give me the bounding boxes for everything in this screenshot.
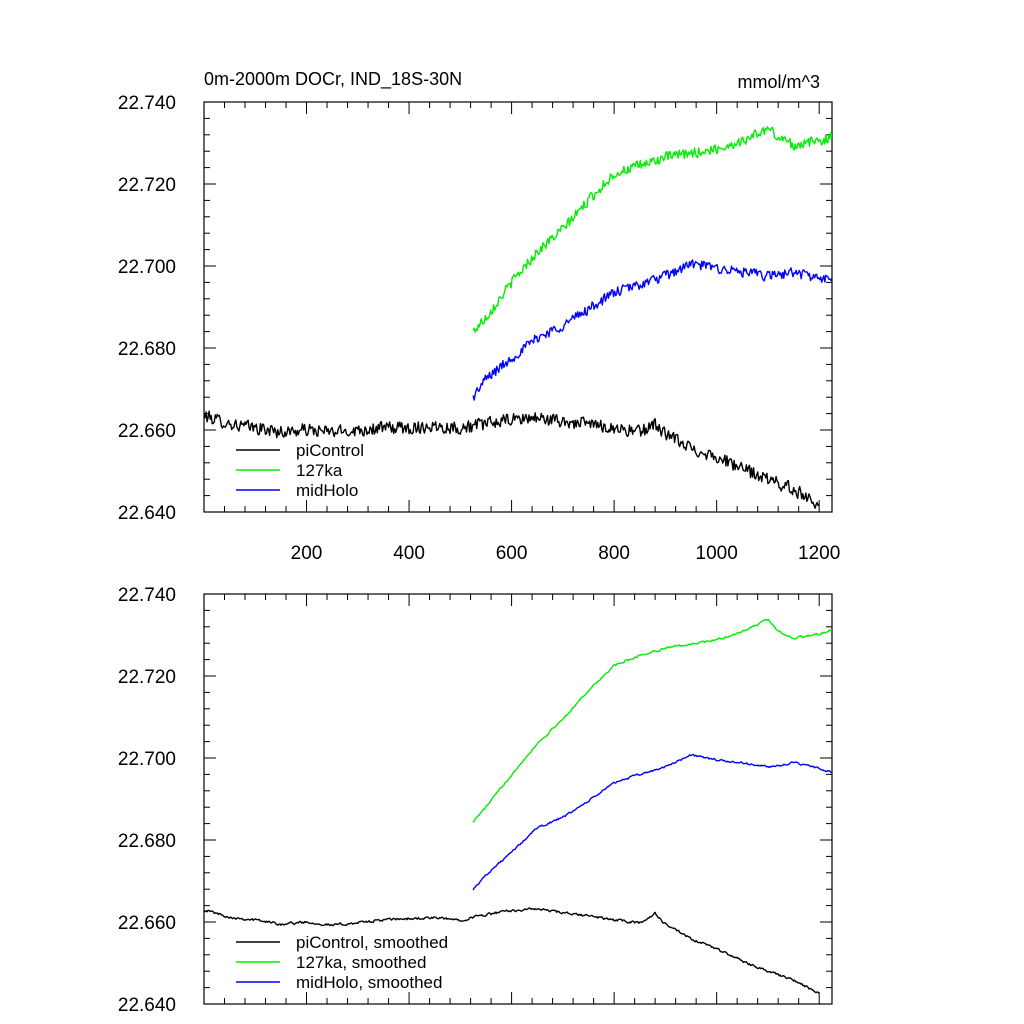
y-tick-label: 22.640 bbox=[118, 503, 176, 524]
legend-label: 127ka bbox=[296, 461, 343, 480]
legend-label: midHolo bbox=[296, 481, 358, 500]
y-tick-label: 22.660 bbox=[118, 913, 176, 934]
units-label: mmol/m^3 bbox=[738, 72, 820, 92]
y-tick-label: 22.740 bbox=[118, 93, 176, 114]
series-line-midHolo bbox=[472, 259, 832, 401]
series-line-piControl bbox=[204, 907, 820, 995]
y-tick-label: 22.700 bbox=[118, 257, 176, 278]
y-tick-label: 22.660 bbox=[118, 421, 176, 442]
y-tick-label: 22.740 bbox=[118, 585, 176, 606]
legend-label: 127ka, smoothed bbox=[296, 953, 426, 972]
chart-title: 0m-2000m DOCr, IND_18S-30N bbox=[204, 69, 462, 90]
chart-panel-2: 22.640 22.660 22.680 22.700 22.720 22.740 piCo… bbox=[118, 585, 833, 1016]
y-tick-label: 22.640 bbox=[118, 995, 176, 1016]
x-tick-label: 1200 bbox=[798, 543, 840, 564]
x-tick-label: 1000 bbox=[696, 543, 738, 564]
plot-frame bbox=[203, 593, 833, 1005]
chart-panel-1: 22.640 22.660 22.680 22.700 22.720 22.740 200 4… bbox=[118, 69, 840, 564]
legend-label: midHolo, smoothed bbox=[296, 973, 442, 992]
x-tick-label: 600 bbox=[496, 543, 528, 564]
series-line-piControl bbox=[204, 410, 820, 509]
y-tick-label: 22.680 bbox=[118, 831, 176, 852]
y-tick-label: 22.720 bbox=[118, 175, 176, 196]
series-line-127ka bbox=[472, 618, 832, 823]
series-line-127ka bbox=[472, 126, 832, 333]
plot-frame bbox=[203, 101, 833, 513]
x-tick-label: 200 bbox=[291, 543, 323, 564]
x-tick-label: 400 bbox=[393, 543, 425, 564]
legend-label: piControl, smoothed bbox=[296, 933, 448, 952]
legend-label: piControl bbox=[296, 441, 364, 460]
x-tick-label: 800 bbox=[598, 543, 630, 564]
series-line-midHolo bbox=[472, 753, 832, 891]
y-tick-label: 22.700 bbox=[118, 749, 176, 770]
y-tick-label: 22.720 bbox=[118, 667, 176, 688]
y-tick-label: 22.680 bbox=[118, 339, 176, 360]
